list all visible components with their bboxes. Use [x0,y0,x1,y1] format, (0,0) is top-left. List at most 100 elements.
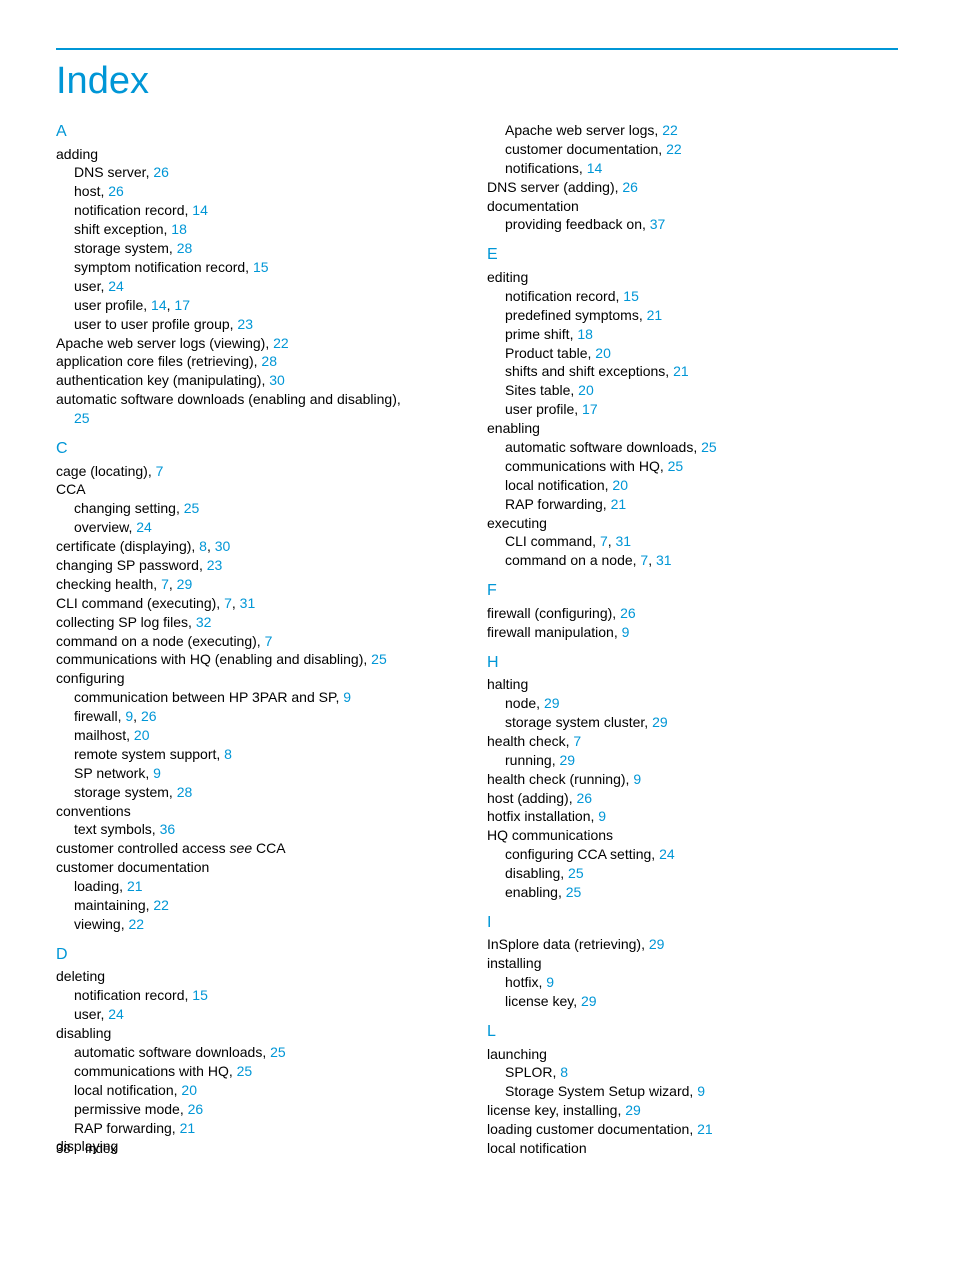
index-page-link[interactable]: 31 [616,533,632,549]
index-page-link[interactable]: 7 [224,595,232,611]
index-page-link[interactable]: 14 [192,202,208,218]
index-entry-text: Storage System Setup wizard, [505,1083,697,1099]
index-page-link[interactable]: 20 [578,382,594,398]
index-page-link[interactable]: 7 [265,633,273,649]
index-page-link[interactable]: 7 [156,463,164,479]
index-entry: cage (locating), 7 [56,462,467,481]
index-page-link[interactable]: 7 [600,533,608,549]
index-page-link[interactable]: 25 [237,1063,253,1079]
index-page-link[interactable]: 21 [697,1121,713,1137]
index-page-link[interactable]: 9 [153,765,161,781]
index-page-link[interactable]: 22 [666,141,682,157]
index-page-link[interactable]: 15 [192,987,208,1003]
index-page-link[interactable]: 20 [595,345,611,361]
index-page-link[interactable]: 15 [253,259,269,275]
index-page-link[interactable]: 9 [598,808,606,824]
index-page-link[interactable]: 25 [184,500,200,516]
index-page-link[interactable]: 9 [125,708,133,724]
index-page-link[interactable]: 25 [668,458,684,474]
index-page-link[interactable]: 22 [128,916,144,932]
index-page-link[interactable]: 22 [153,897,169,913]
index-page-link[interactable]: 32 [196,614,212,630]
index-page-link[interactable]: 9 [546,974,554,990]
index-page-link[interactable]: 15 [623,288,639,304]
index-page-link[interactable]: 29 [544,695,560,711]
index-page-link[interactable]: 25 [270,1044,286,1060]
index-page-link[interactable]: 22 [273,335,289,351]
index-page-link[interactable]: 20 [134,727,150,743]
index-page-link[interactable]: 7 [161,576,169,592]
index-page-link[interactable]: 20 [612,477,628,493]
index-page-link[interactable]: 25 [701,439,717,455]
index-page-link[interactable]: 22 [662,122,678,138]
index-page-link[interactable]: 24 [659,846,675,862]
index-page-link[interactable]: 23 [207,557,223,573]
index-page-link[interactable]: 26 [620,605,636,621]
index-page-link[interactable]: 9 [633,771,641,787]
index-page-link[interactable]: 25 [371,651,387,667]
index-page-link[interactable]: 30 [215,538,231,554]
index-entry-text: CLI command, [505,533,600,549]
index-page-link[interactable]: 21 [611,496,627,512]
index-page-link[interactable]: 17 [174,297,190,313]
index-page-link[interactable]: 7 [573,733,581,749]
index-page-link[interactable]: 21 [647,307,663,323]
index-page-link[interactable]: 24 [136,519,152,535]
index-page-link[interactable]: 31 [240,595,256,611]
index-entry-text: loading customer documentation, [487,1121,697,1137]
index-page-link[interactable]: 8 [199,538,207,554]
index-entry: Apache web server logs (viewing), 22 [56,334,467,353]
index-entry-text: node, [505,695,544,711]
index-entry: local notification, 20 [487,476,898,495]
index-entry-text: notification record, [74,202,192,218]
index-entry: notification record, 15 [487,287,898,306]
index-page-link[interactable]: 28 [261,353,277,369]
index-page-link[interactable]: 9 [697,1083,705,1099]
index-page-link[interactable]: 18 [171,221,187,237]
index-page-link[interactable]: 29 [581,993,597,1009]
index-page-link[interactable]: 24 [108,1006,124,1022]
index-page-link[interactable]: 21 [673,363,689,379]
index-page-link[interactable]: 23 [237,316,253,332]
index-entry: health check (running), 9 [487,770,898,789]
index-page-link[interactable]: 31 [656,552,672,568]
index-entry: InSplore data (retrieving), 29 [487,935,898,954]
index-page-link[interactable]: 21 [127,878,143,894]
index-page-link[interactable]: 17 [582,401,598,417]
index-page-link[interactable]: 14 [587,160,603,176]
index-page-link[interactable]: 36 [160,821,176,837]
index-page-link[interactable]: 37 [650,216,666,232]
index-page-link[interactable]: 29 [652,714,668,730]
index-page-link[interactable]: 25 [568,865,584,881]
index-page-link[interactable]: 14 [151,297,167,313]
index-page-link[interactable]: 18 [577,326,593,342]
index-entry-text: notification record, [74,987,192,1003]
index-page-link[interactable]: 26 [577,790,593,806]
index-page-link[interactable]: 25 [74,410,90,426]
index-page-link[interactable]: 28 [177,784,193,800]
index-page-link[interactable]: 26 [188,1101,204,1117]
index-page-link[interactable]: 29 [177,576,193,592]
index-page-link[interactable]: 28 [177,240,193,256]
index-page-link[interactable]: 9 [343,689,351,705]
index-entry: CLI command (executing), 7, 31 [56,594,467,613]
index-entry: license key, 29 [487,992,898,1011]
index-entry: application core files (retrieving), 28 [56,352,467,371]
index-entry: automatic software downloads (enabling a… [56,390,467,409]
index-page-link[interactable]: 24 [108,278,124,294]
index-page-link[interactable]: 30 [269,372,285,388]
index-entry: adding [56,145,467,164]
index-page-link[interactable]: 21 [180,1120,196,1136]
index-page-link[interactable]: 25 [566,884,582,900]
index-page-link[interactable]: 26 [153,164,169,180]
index-page-link[interactable]: 8 [560,1064,568,1080]
index-page-link[interactable]: 26 [108,183,124,199]
index-page-link[interactable]: 29 [559,752,575,768]
index-page-link[interactable]: 9 [622,624,630,640]
index-page-link[interactable]: 29 [649,936,665,952]
index-page-link[interactable]: 20 [181,1082,197,1098]
index-page-link[interactable]: 26 [622,179,638,195]
index-page-link[interactable]: 8 [224,746,232,762]
index-page-link[interactable]: 26 [141,708,157,724]
index-page-link[interactable]: 29 [625,1102,641,1118]
